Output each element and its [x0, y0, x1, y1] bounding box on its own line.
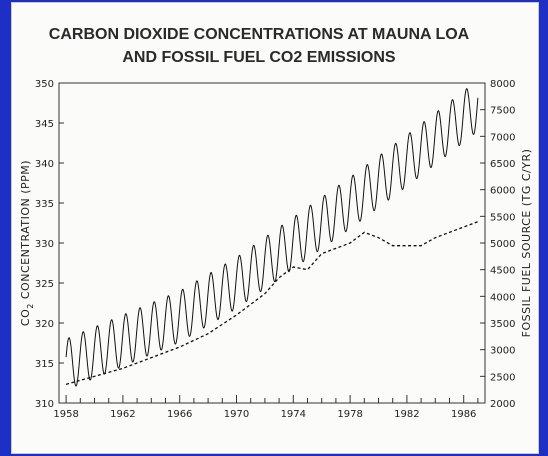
y2-axis-title: FOSSIL FUEL SOURCE (TG C/YR) — [520, 149, 533, 338]
y2-tick-label: 6500 — [490, 159, 515, 170]
y2-tick-label: 6000 — [490, 186, 515, 197]
y-tick-label: 320 — [35, 319, 54, 330]
y2-tick-label: 7000 — [490, 132, 515, 143]
chart-frame: CARBON DIOXIDE CONCENTRATIONS AT MAUNA L… — [11, 2, 539, 454]
chart-title-line-2: AND FOSSIL FUEL CO2 EMISSIONS — [122, 49, 396, 66]
y-tick-label: 335 — [35, 199, 54, 210]
y2-tick-label: 5500 — [490, 212, 515, 223]
y-axis-title-part-2: CONCENTRATION (PPM) — [19, 160, 32, 303]
y2-tick-label: 4000 — [490, 292, 515, 303]
series-co2-concentration — [65, 88, 479, 387]
y2-tick-label: 3500 — [490, 319, 515, 330]
y-axis-title: CO2 CONCENTRATION (PPM) — [19, 160, 35, 326]
x-tick-label: 1978 — [337, 409, 362, 420]
y2-tick-label: 2500 — [490, 372, 515, 383]
x-tick-label: 1970 — [224, 409, 249, 420]
y2-tick-label: 2000 — [490, 399, 515, 410]
y-axis-left: 310 315 320 325 330 335 340 345 350 — [35, 79, 64, 410]
x-tick-label: 1958 — [53, 409, 78, 420]
y2-tick-label: 4500 — [490, 266, 515, 277]
x-tick-label: 1966 — [167, 409, 192, 420]
x-tick-label: 1974 — [281, 409, 306, 420]
y-axis-right: 2000 2500 3000 3500 4000 4500 5000 5500 6000 6500… — [480, 79, 515, 410]
y2-tick-label: 5000 — [490, 239, 515, 250]
chart-title-line-1: CARBON DIOXIDE CONCENTRATIONS AT MAUNA L… — [49, 26, 470, 43]
x-tick-label: 1982 — [394, 409, 419, 420]
y-tick-label: 325 — [35, 279, 54, 290]
y-tick-label: 345 — [35, 119, 54, 130]
y2-tick-label: 7500 — [490, 106, 515, 117]
y-tick-label: 340 — [35, 159, 54, 170]
y-axis-title-part-1: CO — [19, 309, 32, 326]
x-axis: 1958 1962 1966 1970 1974 1978 1982 1986 — [53, 395, 479, 420]
x-tick-label: 1962 — [110, 409, 135, 420]
plot-area — [58, 82, 486, 404]
y2-tick-label: 3000 — [490, 346, 515, 357]
y-tick-label: 310 — [35, 399, 54, 410]
y2-tick-label: 8000 — [490, 79, 515, 90]
y-tick-label: 350 — [35, 79, 54, 90]
y-tick-label: 330 — [35, 239, 54, 250]
y-tick-label: 315 — [35, 359, 54, 370]
series-fossil-fuel — [65, 221, 479, 385]
y-axis-title-subscript: 2 — [26, 303, 35, 309]
x-tick-label: 1986 — [451, 409, 476, 420]
chart: CARBON DIOXIDE CONCENTRATIONS AT MAUNA L… — [19, 26, 533, 420]
